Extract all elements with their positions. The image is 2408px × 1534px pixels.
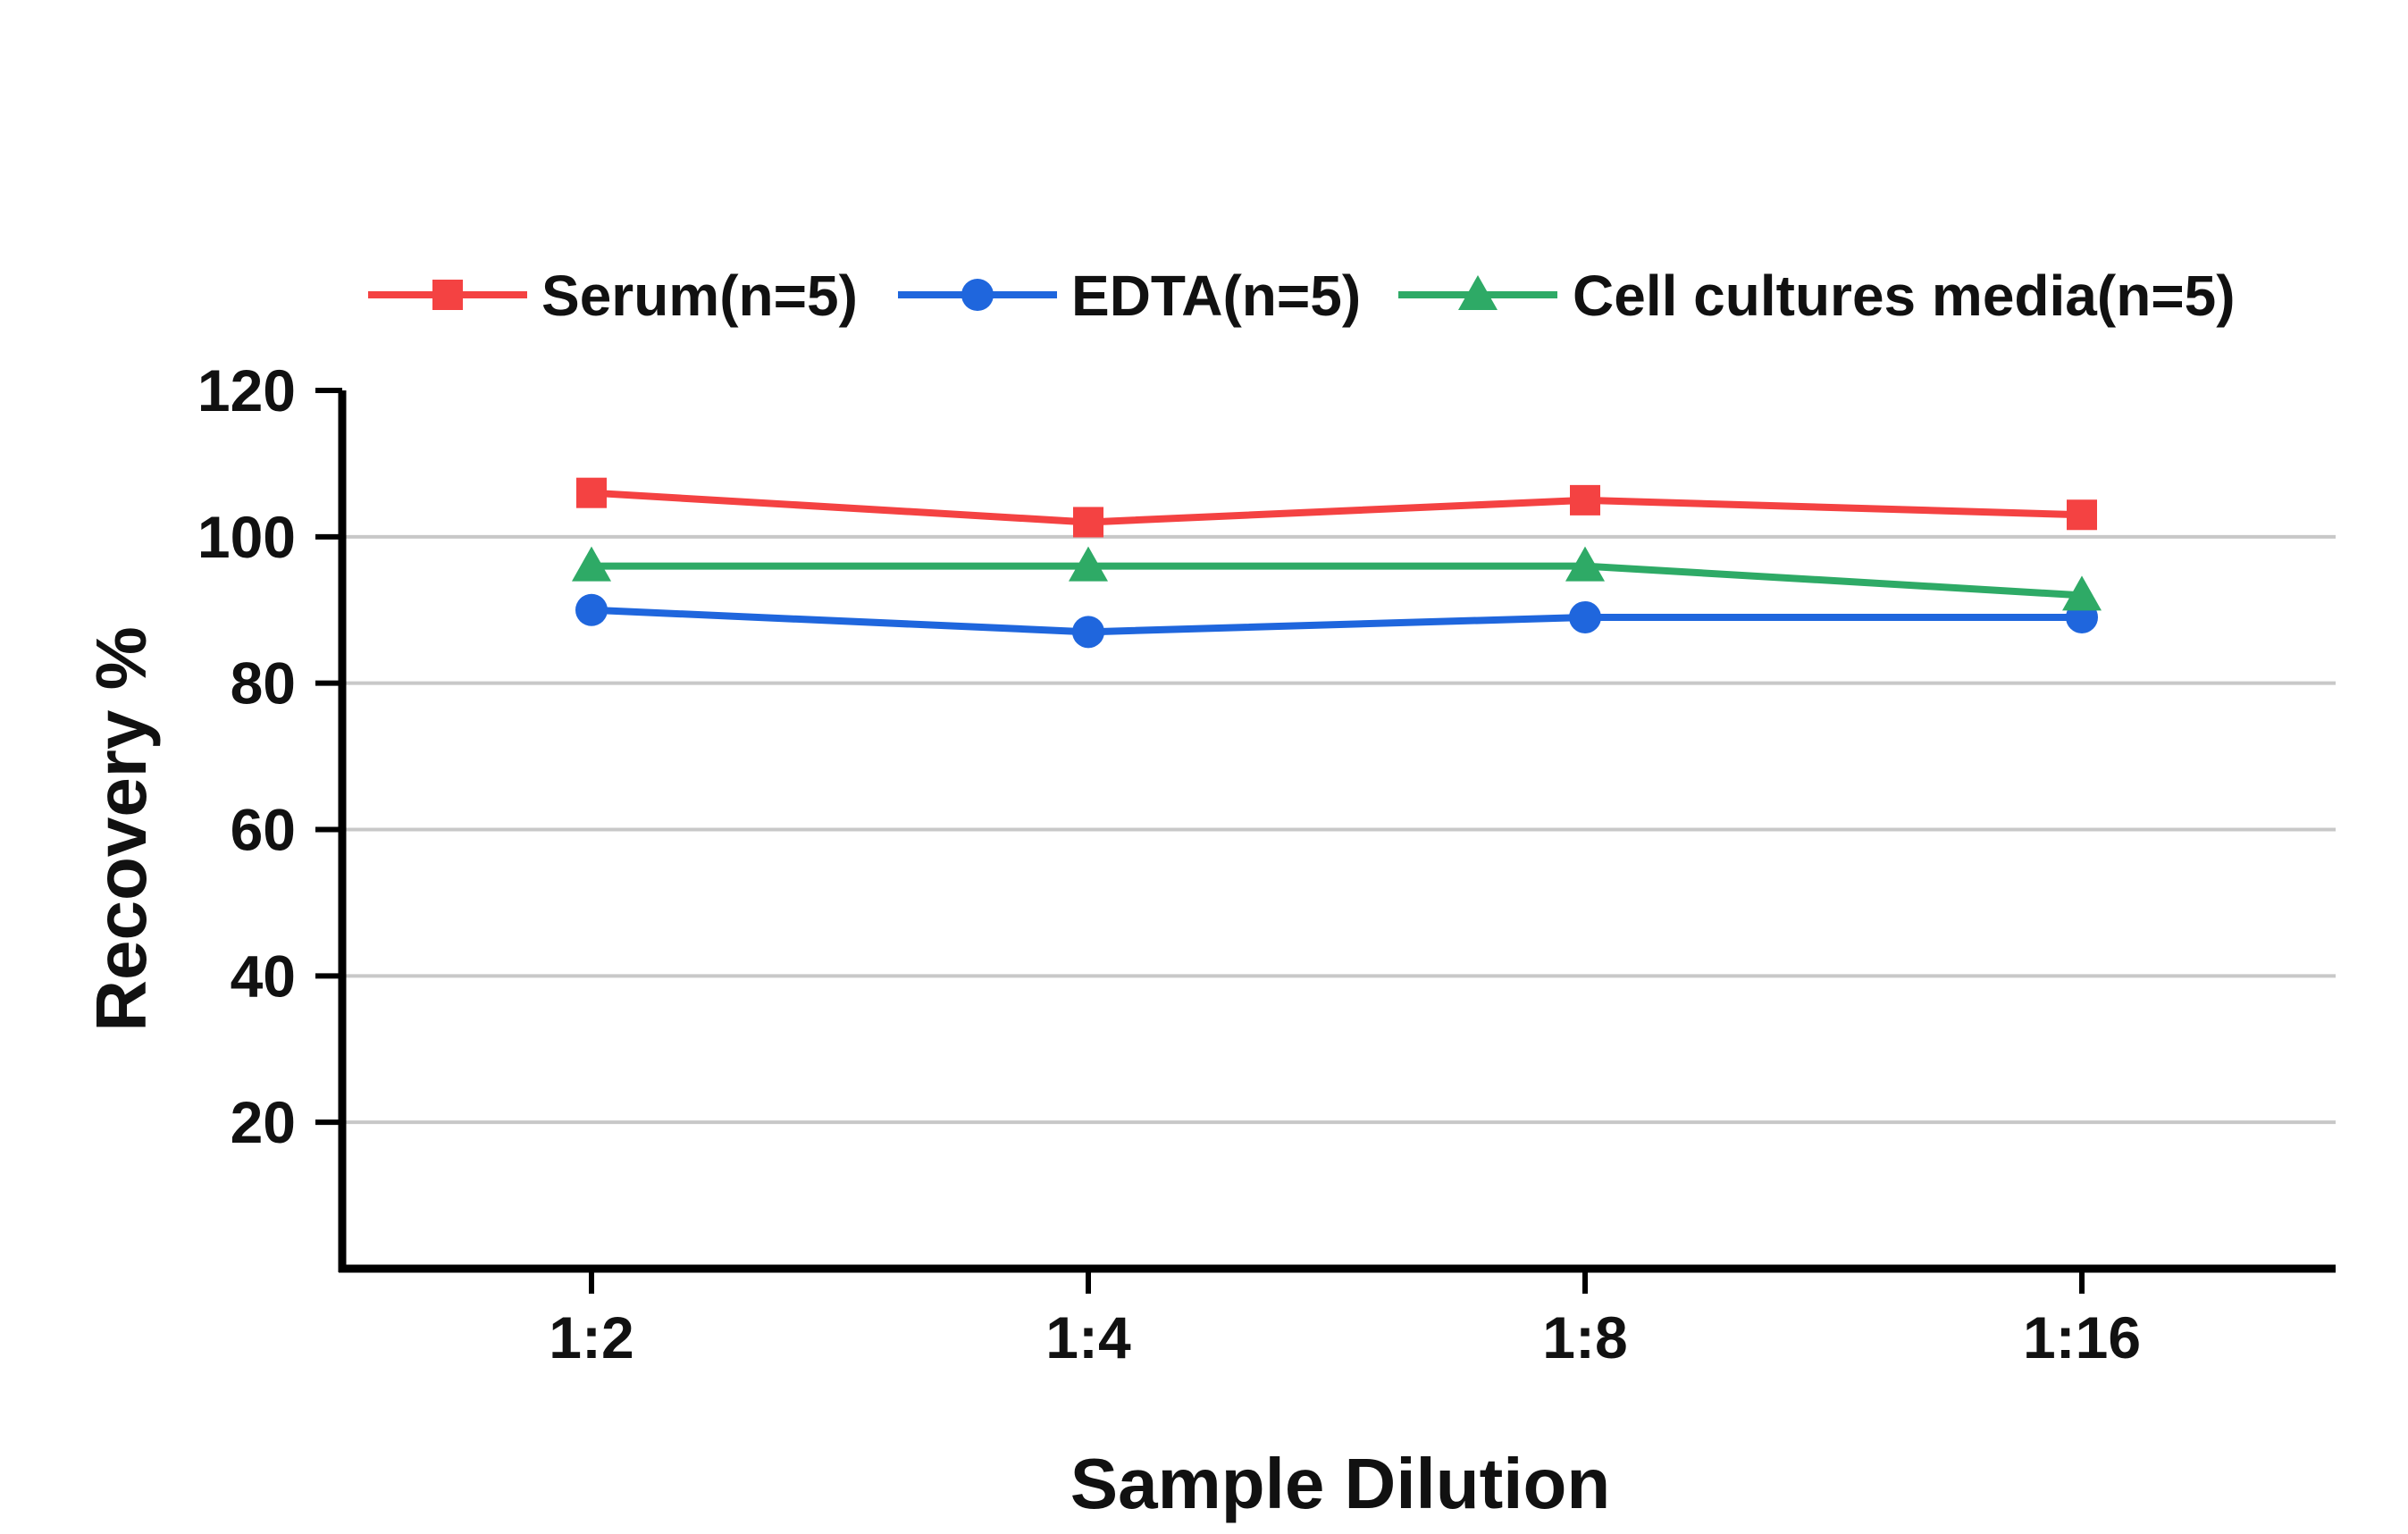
legend: Serum(n=5) EDTA(n=5) Cell cultures media(n… [368,264,2236,328]
data-point-0-2 [1570,484,1600,516]
data-point-0-0 [576,477,607,508]
legend-marker-2 [1458,275,1498,310]
series-1 [575,593,2098,649]
series-line-1 [591,606,2082,636]
gridlines [342,534,2336,1125]
data-point-2-1 [1069,546,1108,582]
x-tick-label: 1:16 [2023,1304,2141,1371]
legend-marker-0 [432,280,463,310]
legend-item-1: EDTA(n=5) [898,264,1361,328]
x-ticks: 1:2 1:4 1:8 1:16 [549,1269,2141,1371]
y-tick-label: 80 [231,650,296,717]
series-line-0 [591,489,2083,526]
data-point-1-0 [575,593,608,626]
series-layer [572,477,2102,649]
legend-marker-1 [961,279,994,311]
legend-label: EDTA(n=5) [1071,264,1361,328]
series-0 [576,477,2097,538]
y-axis-title: Recovery % [81,626,161,1032]
series-2 [572,546,2102,611]
data-point-0-1 [1073,507,1103,538]
data-point-2-0 [572,546,611,582]
data-point-0-3 [2067,499,2097,531]
data-point-2-3 [2062,575,2102,611]
legend-label: Serum(n=5) [541,264,858,328]
y-tick-label: 40 [231,943,296,1009]
data-point-2-2 [1565,546,1605,582]
legend-item-2: Cell cultures media(n=5) [1398,264,2236,328]
series-line-2 [592,562,2083,599]
legend-label: Cell cultures media(n=5) [1573,264,2236,328]
y-ticks: 20 40 60 80 100 120 [197,357,342,1155]
y-tick-label: 120 [197,357,296,423]
x-tick-label: 1:4 [1045,1304,1131,1371]
y-tick-label: 60 [231,797,296,863]
y-tick-label: 100 [197,504,296,570]
x-axis-title: Sample Dilution [1070,1444,1611,1523]
legend-item-0: Serum(n=5) [368,264,858,328]
x-tick-label: 1:8 [1542,1304,1627,1371]
data-point-1-2 [1569,600,1601,633]
y-tick-label: 20 [231,1089,296,1155]
data-point-1-1 [1072,616,1104,649]
x-tick-label: 1:2 [549,1304,633,1371]
